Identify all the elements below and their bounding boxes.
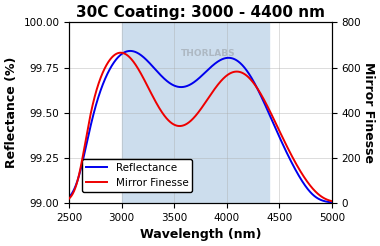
Text: THORLABS: THORLABS <box>181 49 236 58</box>
Bar <box>122 22 269 203</box>
Y-axis label: Reflectance (%): Reflectance (%) <box>5 57 18 168</box>
Legend: Reflectance, Mirror Finesse: Reflectance, Mirror Finesse <box>82 159 193 192</box>
Title: 30C Coating: 3000 - 4400 nm: 30C Coating: 3000 - 4400 nm <box>76 5 325 20</box>
X-axis label: Wavelength (nm): Wavelength (nm) <box>140 228 261 241</box>
Y-axis label: Mirror Finesse: Mirror Finesse <box>362 62 375 163</box>
